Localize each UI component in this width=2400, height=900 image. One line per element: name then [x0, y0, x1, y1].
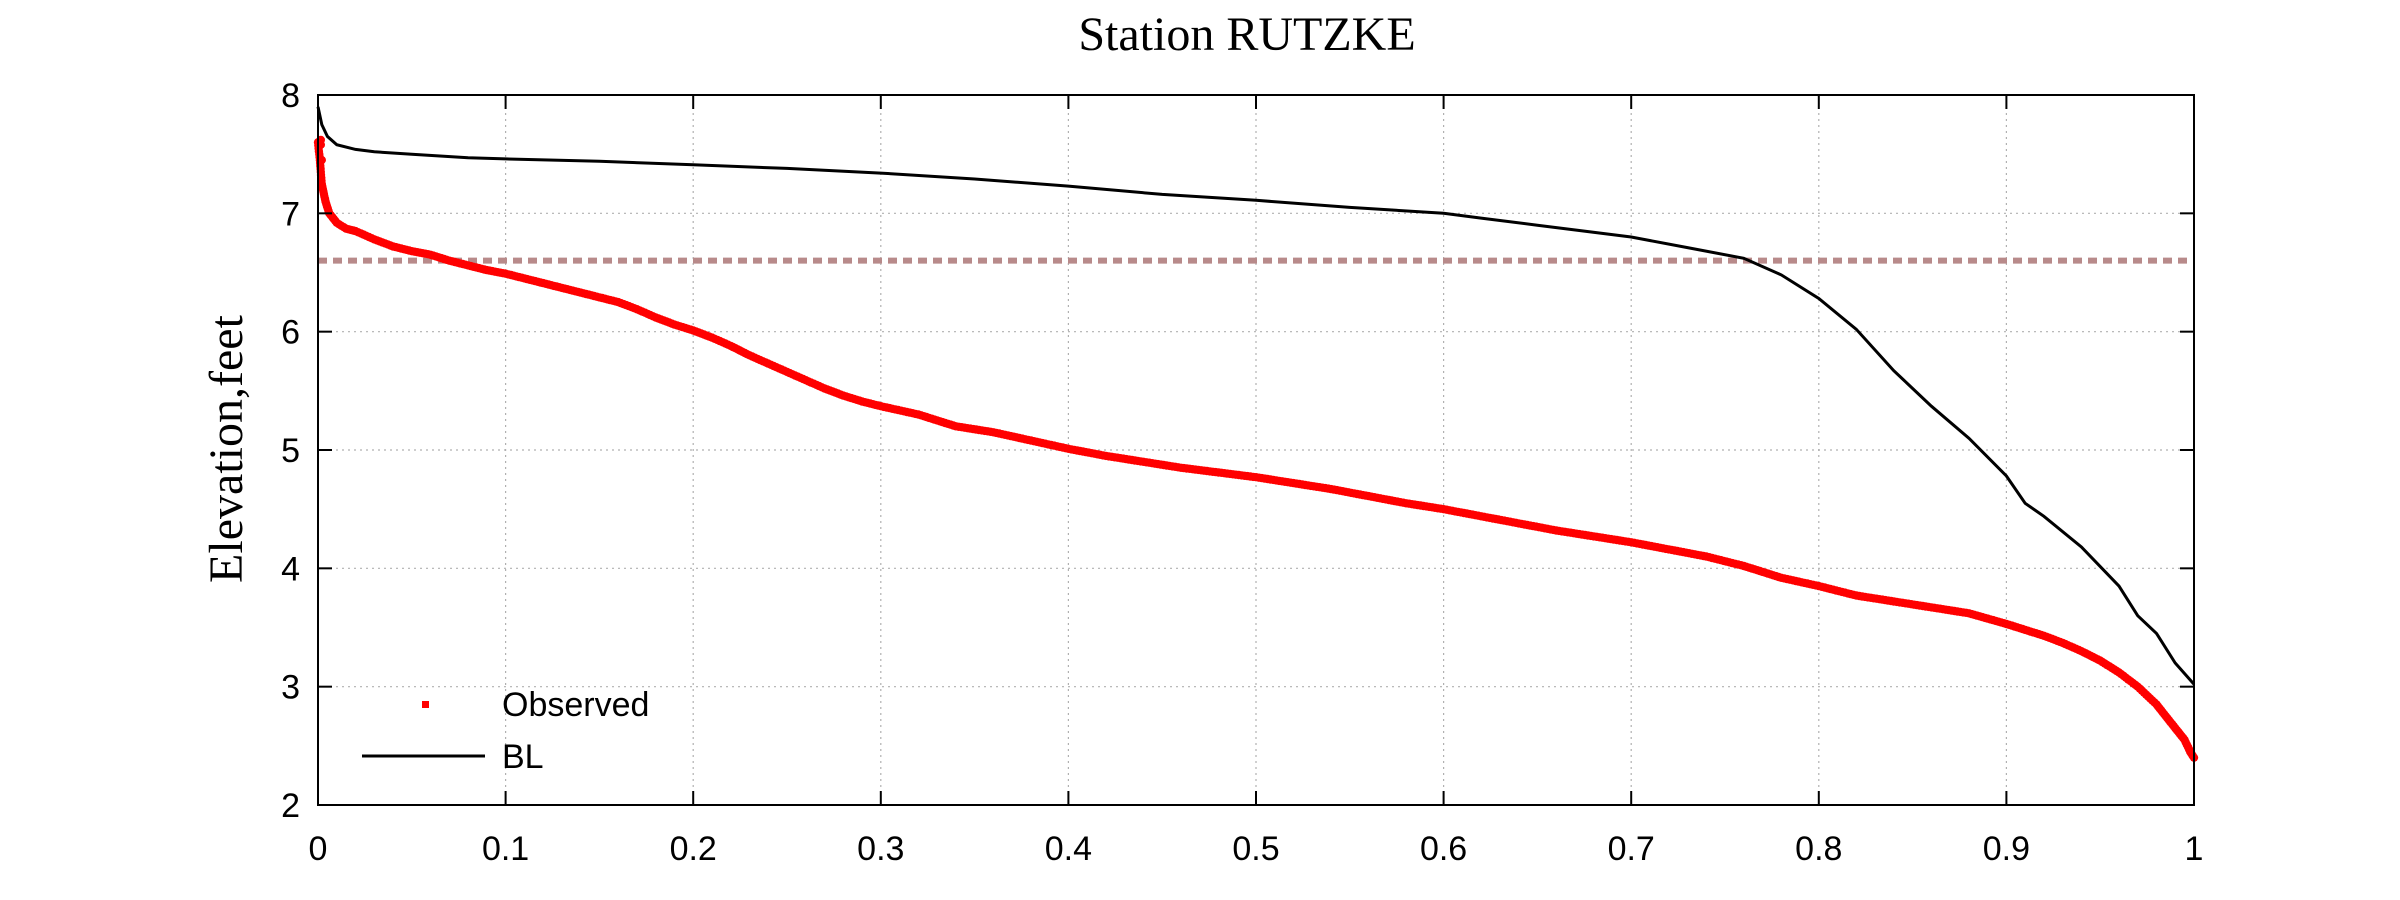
x-tick-label: 0.6 [1420, 830, 1467, 868]
series-bl-line [316, 106, 2196, 686]
x-tick-label: 0.4 [1045, 830, 1092, 868]
y-tick-label: 4 [281, 550, 300, 588]
legend: Observed BL [362, 686, 649, 776]
y-tick-label: 5 [281, 432, 300, 470]
x-tick-label: 0.7 [1608, 830, 1655, 868]
ticks [317, 94, 2195, 806]
y-tick-label: 8 [281, 77, 300, 115]
y-axis-label: Elevation,feet [200, 314, 253, 583]
x-tick-label: 0.3 [857, 830, 904, 868]
series-layer [313, 106, 2199, 762]
x-tick-label: 0.5 [1232, 830, 1279, 868]
legend-observed-marker [422, 701, 429, 708]
y-tick-label: 2 [281, 787, 300, 825]
series-observed-markers [313, 135, 2199, 762]
x-tick-label: 0 [309, 830, 328, 868]
legend-observed-label: Observed [502, 686, 649, 724]
chart-title: Station RUTZKE [1078, 8, 1415, 61]
x-tick-label: 0.2 [670, 830, 717, 868]
x-tick-label: 0.1 [482, 830, 529, 868]
tick-labels: 0 0.1 0.2 0.3 0.4 0.5 0.6 0.7 0.8 0.9 1 2 3 4 5 6 7 8 [281, 77, 2203, 868]
y-tick-label: 3 [281, 669, 300, 707]
x-tick-label: 1 [2185, 830, 2204, 868]
y-tick-label: 7 [281, 195, 300, 233]
x-tick-label: 0.9 [1983, 830, 2030, 868]
observed-point [317, 155, 326, 165]
x-tick-label: 0.8 [1795, 830, 1842, 868]
legend-bl-label: BL [502, 738, 544, 776]
y-tick-label: 6 [281, 314, 300, 352]
